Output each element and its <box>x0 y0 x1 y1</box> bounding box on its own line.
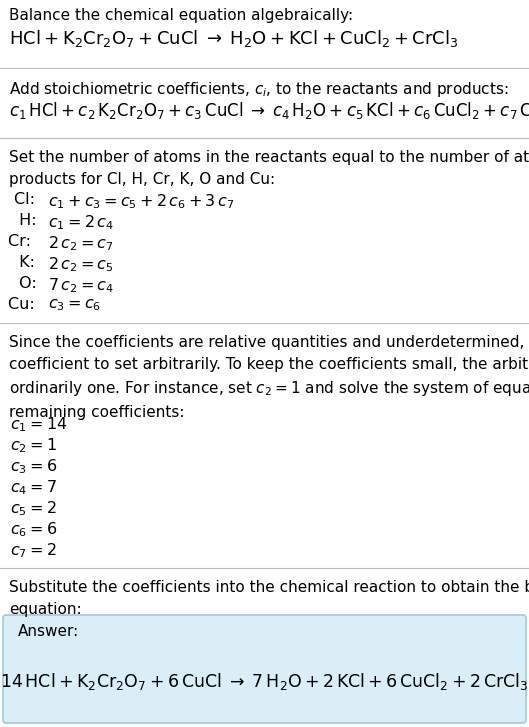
Text: $2\,c_2 = c_5$: $2\,c_2 = c_5$ <box>48 255 114 273</box>
Text: O:: O: <box>14 276 42 291</box>
Text: $c_4 = 7$: $c_4 = 7$ <box>10 478 57 497</box>
Text: Substitute the coefficients into the chemical reaction to obtain the balanced
eq: Substitute the coefficients into the che… <box>9 580 529 616</box>
Text: Since the coefficients are relative quantities and underdetermined, choose a
coe: Since the coefficients are relative quan… <box>9 335 529 420</box>
Text: $c_5 = 2$: $c_5 = 2$ <box>10 499 57 518</box>
Text: $c_6 = 6$: $c_6 = 6$ <box>10 520 57 539</box>
FancyBboxPatch shape <box>3 615 526 723</box>
Text: $c_2 = 1$: $c_2 = 1$ <box>10 436 57 454</box>
Text: $c_1 + c_3 = c_5 + 2\,c_6 + 3\,c_7$: $c_1 + c_3 = c_5 + 2\,c_6 + 3\,c_7$ <box>48 192 234 211</box>
Text: $c_1 = 2\,c_4$: $c_1 = 2\,c_4$ <box>48 213 114 232</box>
Text: $c_3 = 6$: $c_3 = 6$ <box>10 457 57 475</box>
Text: $14\,\mathrm{HCl} + \mathrm{K_2Cr_2O_7} + 6\,\mathrm{CuCl} \;\rightarrow\; 7\,\m: $14\,\mathrm{HCl} + \mathrm{K_2Cr_2O_7} … <box>0 671 529 691</box>
Text: Set the number of atoms in the reactants equal to the number of atoms in the
pro: Set the number of atoms in the reactants… <box>9 150 529 187</box>
Text: Cu:: Cu: <box>8 297 40 312</box>
Text: $c_3 = c_6$: $c_3 = c_6$ <box>48 297 101 313</box>
Text: Answer:: Answer: <box>18 624 79 639</box>
Text: Balance the chemical equation algebraically:: Balance the chemical equation algebraica… <box>9 8 353 23</box>
Text: $c_1\,\mathrm{HCl} + c_2\,\mathrm{K_2Cr_2O_7} + c_3\,\mathrm{CuCl} \;\rightarrow: $c_1\,\mathrm{HCl} + c_2\,\mathrm{K_2Cr_… <box>9 100 529 121</box>
Text: Cr:: Cr: <box>8 234 36 249</box>
Text: $7\,c_2 = c_4$: $7\,c_2 = c_4$ <box>48 276 114 294</box>
Text: Add stoichiometric coefficients, $c_i$, to the reactants and products:: Add stoichiometric coefficients, $c_i$, … <box>9 80 508 99</box>
Text: $2\,c_2 = c_7$: $2\,c_2 = c_7$ <box>48 234 114 253</box>
Text: Cl:: Cl: <box>14 192 40 207</box>
Text: $\mathrm{HCl} + \mathrm{K_2Cr_2O_7} + \mathrm{CuCl} \;\rightarrow\; \mathrm{H_2O: $\mathrm{HCl} + \mathrm{K_2Cr_2O_7} + \m… <box>9 28 459 49</box>
Text: H:: H: <box>14 213 42 228</box>
Text: K:: K: <box>14 255 40 270</box>
Text: $c_7 = 2$: $c_7 = 2$ <box>10 541 57 560</box>
Text: $c_1 = 14$: $c_1 = 14$ <box>10 415 67 434</box>
